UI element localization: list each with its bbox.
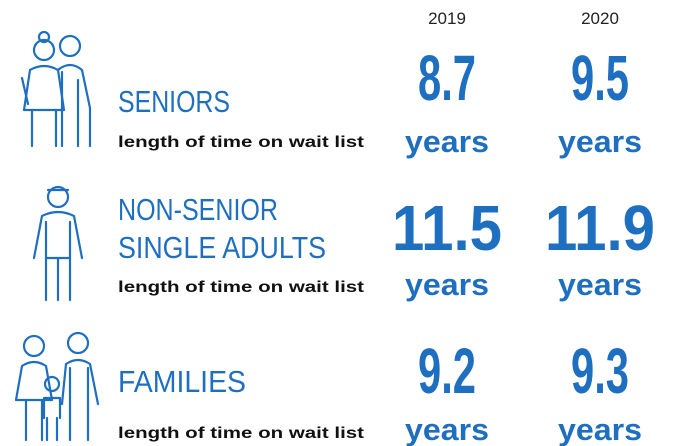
row-subtitle: length of time on wait list xyxy=(118,134,365,151)
single-adult-icon xyxy=(32,185,84,302)
column-header: 2019 xyxy=(428,9,466,28)
wait-value: 9.2 xyxy=(418,335,476,407)
family-icon xyxy=(14,331,100,442)
row-label: FAMILIES xyxy=(118,364,246,399)
row-subtitle: length of time on wait list xyxy=(118,279,365,296)
row-subtitle: length of time on wait list xyxy=(118,425,365,442)
wait-value: 11.5 xyxy=(392,192,502,264)
wait-unit: years xyxy=(558,267,642,302)
wait-unit: years xyxy=(405,124,489,159)
wait-value: 11.9 xyxy=(545,192,655,264)
seniors-icon xyxy=(20,30,92,148)
wait-unit: years xyxy=(405,267,489,302)
wait-value: 9.3 xyxy=(571,335,629,407)
row-label: SENIORS xyxy=(118,84,230,119)
wait-value: 9.5 xyxy=(571,42,629,114)
row-label: SINGLE ADULTS xyxy=(118,230,326,265)
column-header: 2020 xyxy=(581,9,619,28)
wait-unit: years xyxy=(558,124,642,159)
wait-unit: years xyxy=(558,412,642,446)
wait-unit: years xyxy=(405,412,489,446)
row-label: NON-SENIOR xyxy=(118,192,278,227)
wait-value: 8.7 xyxy=(418,42,476,114)
